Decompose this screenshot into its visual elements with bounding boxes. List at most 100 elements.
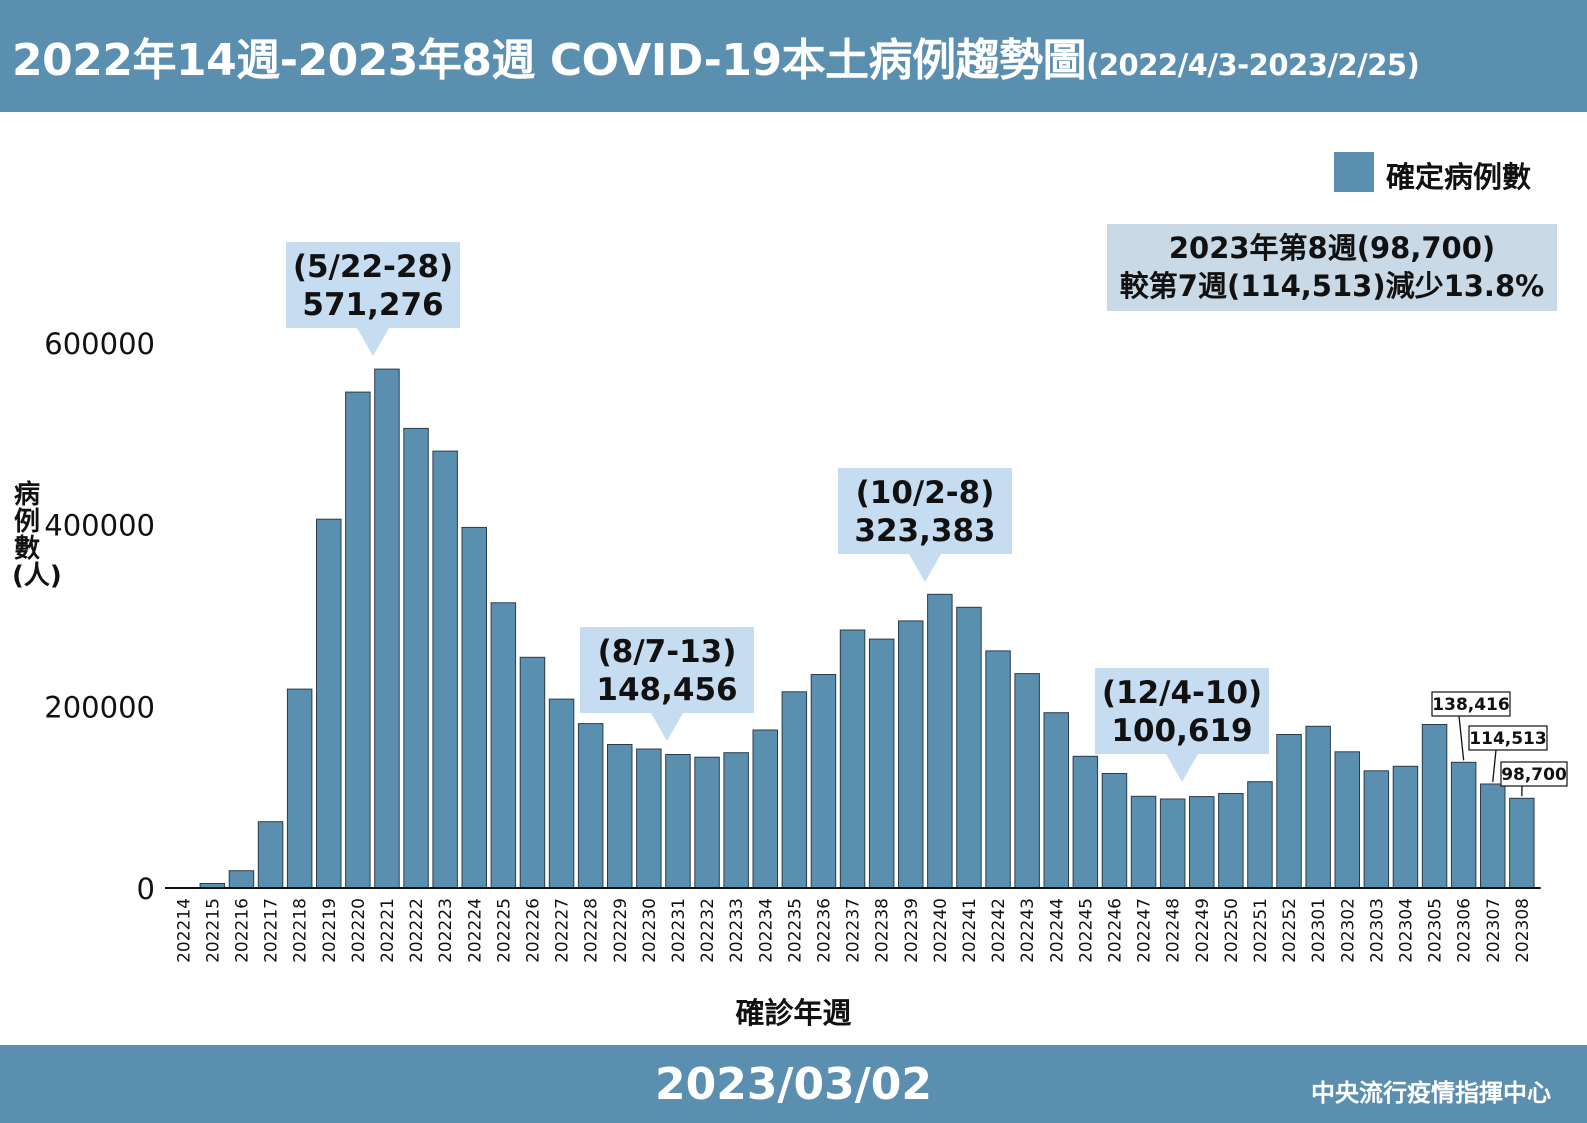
y-axis-label: 病例數(人) <box>12 480 62 591</box>
bar-202245 <box>1072 755 1099 889</box>
title-text: 2022年14週-2023年8週 COVID-19本土病例趨勢圖 <box>12 35 1087 86</box>
bar-202244 <box>1043 712 1069 889</box>
x-tick-label: 202243 <box>1018 898 1038 963</box>
bar-202219 <box>316 518 342 889</box>
bar-202230 <box>636 748 662 889</box>
bar-202248 <box>1159 798 1186 889</box>
footer-bar: 2023/03/02 中央流行疫情指揮中心 <box>0 1045 1587 1123</box>
x-tick-label: 202233 <box>727 898 747 963</box>
x-tick-label: 202215 <box>203 898 223 963</box>
legend-label: 確定病例數 <box>1386 160 1532 194</box>
callout-period: (10/2-8) <box>855 475 995 511</box>
x-tick-label: 202230 <box>640 898 660 963</box>
bar-202226 <box>519 656 546 889</box>
bar-202238 <box>868 638 895 889</box>
x-tick-label: 202250 <box>1222 898 1242 963</box>
bar-202251 <box>1247 781 1273 889</box>
x-tick-label: 202226 <box>524 898 544 963</box>
callout-period: (12/4-10) <box>1101 675 1263 711</box>
x-tick-label: 202214 <box>174 898 194 963</box>
callout-value: 100,619 <box>1111 713 1253 749</box>
summary-box: 2023年第8週(98,700) 較第7週(114,513)減少13.8% <box>1107 224 1557 311</box>
bar-202305 <box>1421 724 1448 889</box>
bar-202246 <box>1101 773 1128 889</box>
callout-value: 571,276 <box>302 287 444 323</box>
x-tick-label: 202227 <box>553 898 573 963</box>
bar-202240 <box>927 593 953 889</box>
x-tick-label: 202302 <box>1338 898 1358 963</box>
y-tick-label: 400000 <box>44 509 155 543</box>
x-tick-label: 202236 <box>815 898 835 963</box>
x-tick-label: 202220 <box>349 898 369 963</box>
legend-swatch <box>1334 152 1374 192</box>
bar-202229 <box>607 744 633 889</box>
callout-peak-1: (5/22-28) 571,276 <box>286 242 460 356</box>
x-tick-label: 202235 <box>785 898 805 963</box>
summary-line-1: 2023年第8週(98,700) <box>1168 231 1496 265</box>
bar-202223 <box>432 450 458 889</box>
small-label-box <box>1431 691 1511 717</box>
x-tick-label: 202240 <box>931 898 951 963</box>
x-tick-label: 202239 <box>902 898 922 963</box>
x-tick-label: 202307 <box>1484 898 1504 963</box>
bar-202301 <box>1305 725 1331 889</box>
bar-202239 <box>898 620 924 889</box>
bar-202235 <box>781 691 808 889</box>
small-label-leader <box>1458 715 1465 761</box>
x-tick-label: 202217 <box>262 898 282 963</box>
small-value-label: 98,700 <box>1501 765 1567 785</box>
x-tick-label: 202218 <box>291 898 311 963</box>
small-label-box <box>1468 725 1548 751</box>
x-tick-label: 202251 <box>1251 898 1271 963</box>
x-tick-label: 202234 <box>756 898 776 963</box>
bar-202234 <box>752 729 778 889</box>
x-tick-label: 202248 <box>1164 898 1184 963</box>
x-tick-label: 202221 <box>378 898 398 963</box>
bar-202218 <box>286 688 313 889</box>
bar-202306 <box>1450 761 1477 889</box>
bar-202227 <box>548 698 575 889</box>
x-tick-label: 202304 <box>1397 898 1417 963</box>
x-tick-label: 202237 <box>844 898 864 963</box>
bar-202250 <box>1218 793 1244 889</box>
small-label-leader <box>1492 749 1497 783</box>
bar-202220 <box>345 391 371 889</box>
x-tick-label: 202219 <box>320 898 340 963</box>
bar-202237 <box>839 629 866 889</box>
page-title: 2022年14週-2023年8週 COVID-19本土病例趨勢圖(2022/4/… <box>12 24 1420 88</box>
x-tick-label: 202225 <box>494 898 514 963</box>
bar-202225 <box>490 602 517 889</box>
x-tick-label: 202242 <box>989 898 1009 963</box>
y-tick-label: 0 <box>137 872 155 906</box>
callout-peak-2: (10/2-8) 323,383 <box>838 468 1012 582</box>
title-date-range: (2022/4/3-2023/2/25) <box>1086 48 1420 82</box>
x-tick-label: 202306 <box>1455 898 1475 963</box>
callout-period: (5/22-28) <box>292 249 454 285</box>
x-tick-label: 202252 <box>1280 898 1300 963</box>
x-tick-label: 202228 <box>582 898 602 963</box>
bar-202247 <box>1130 795 1157 889</box>
bar-202228 <box>577 723 604 889</box>
x-tick-label: 202245 <box>1076 898 1096 963</box>
bar-202308 <box>1509 797 1535 889</box>
callout-value: 148,456 <box>596 672 738 708</box>
x-tick-label: 202249 <box>1193 898 1213 963</box>
bar-202303 <box>1363 770 1390 889</box>
x-tick-label: 202303 <box>1367 898 1387 963</box>
x-tick-label: 202224 <box>465 898 485 963</box>
y-tick-label: 200000 <box>44 690 155 724</box>
callout-trough-1: (8/7-13) 148,456 <box>580 627 754 741</box>
bar-202243 <box>1014 673 1040 889</box>
bar-202222 <box>403 427 429 889</box>
small-value-label: 114,513 <box>1469 729 1546 749</box>
callout-period: (8/7-13) <box>597 634 737 670</box>
x-tick-label: 202216 <box>232 898 252 963</box>
y-tick-label: 600000 <box>44 327 155 361</box>
x-axis-label: 確診年週 <box>735 996 852 1030</box>
bar-202224 <box>461 526 487 889</box>
x-tick-label: 202246 <box>1106 898 1126 963</box>
bar-202217 <box>257 821 284 889</box>
callout-trough-2: (12/4-10) 100,619 <box>1095 668 1269 782</box>
bar-202252 <box>1276 734 1302 889</box>
summary-line-2: 較第7週(114,513)減少13.8% <box>1119 269 1545 303</box>
